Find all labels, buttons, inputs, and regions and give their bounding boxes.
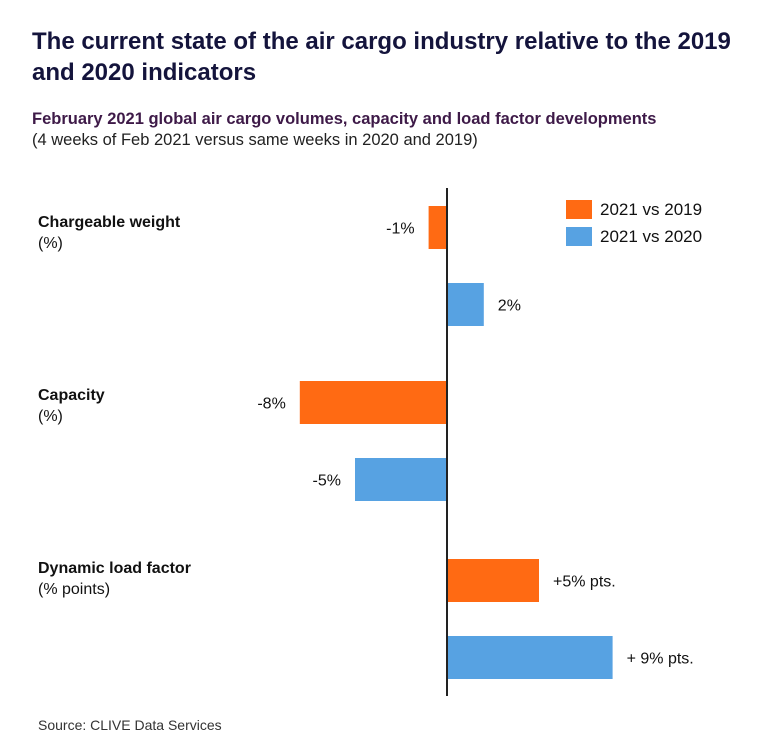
bar-vs2019-1 bbox=[299, 381, 447, 424]
bar-vs2020-1 bbox=[355, 458, 447, 501]
category-name: Chargeable weight bbox=[38, 214, 181, 231]
bar-vs2019-2 bbox=[447, 559, 539, 602]
chart-subnote: (4 weeks of Feb 2021 versus same weeks i… bbox=[32, 131, 478, 149]
category-name: Capacity bbox=[38, 387, 105, 404]
legend-swatch bbox=[566, 200, 592, 219]
bar-vs2019-0 bbox=[428, 206, 447, 249]
category-label-chargeable-weight: Chargeable weight (%) bbox=[38, 212, 180, 254]
legend-item-2021-vs-2019: 2021 vs 2019 bbox=[566, 196, 702, 223]
chart-title: The current state of the air cargo indus… bbox=[32, 28, 731, 86]
data-label: -8% bbox=[257, 396, 285, 413]
category-name: Dynamic load factor bbox=[38, 560, 191, 577]
category-label-capacity: Capacity (%) bbox=[38, 385, 105, 427]
category-unit: (% points) bbox=[38, 581, 111, 598]
chart-subtitle: February 2021 global air cargo volumes, … bbox=[32, 110, 657, 128]
legend-swatch bbox=[566, 227, 592, 246]
category-label-dynamic-load-factor: Dynamic load factor (% points) bbox=[38, 558, 191, 600]
source-note: Source: CLIVE Data Services bbox=[38, 717, 222, 733]
data-label: -1% bbox=[386, 221, 414, 238]
data-label: -5% bbox=[313, 473, 341, 490]
bar-vs2020-2 bbox=[447, 636, 613, 679]
legend-item-2021-vs-2020: 2021 vs 2020 bbox=[566, 223, 702, 250]
bar-vs2020-0 bbox=[447, 283, 484, 326]
legend: 2021 vs 2019 2021 vs 2020 bbox=[566, 196, 702, 250]
legend-label: 2021 vs 2019 bbox=[600, 199, 703, 219]
data-label: 2% bbox=[498, 298, 521, 315]
category-unit: (%) bbox=[38, 408, 63, 425]
data-label: +5% pts. bbox=[553, 574, 616, 591]
category-unit: (%) bbox=[38, 235, 63, 252]
data-label: + 9% pts. bbox=[627, 651, 694, 668]
legend-label: 2021 vs 2020 bbox=[600, 226, 703, 246]
